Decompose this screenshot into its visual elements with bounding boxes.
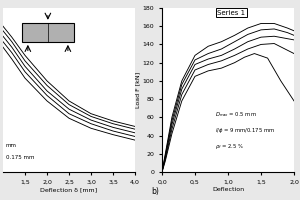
X-axis label: Deflection: Deflection <box>212 187 244 192</box>
Text: $D_{max}$ = 0.5 mm: $D_{max}$ = 0.5 mm <box>215 110 256 119</box>
Text: 0.175 mm: 0.175 mm <box>6 155 34 160</box>
Text: $\rho_f$ = 2.5 %: $\rho_f$ = 2.5 % <box>215 142 244 151</box>
Text: b): b) <box>152 187 159 196</box>
X-axis label: Deflection δ [mm]: Deflection δ [mm] <box>40 187 98 192</box>
Text: mm: mm <box>6 143 16 148</box>
Text: $l$/$\phi$ = 9 mm/0.175 mm: $l$/$\phi$ = 9 mm/0.175 mm <box>215 126 275 135</box>
Y-axis label: Load F [kN]: Load F [kN] <box>135 72 140 108</box>
Text: Series 1: Series 1 <box>218 10 246 16</box>
